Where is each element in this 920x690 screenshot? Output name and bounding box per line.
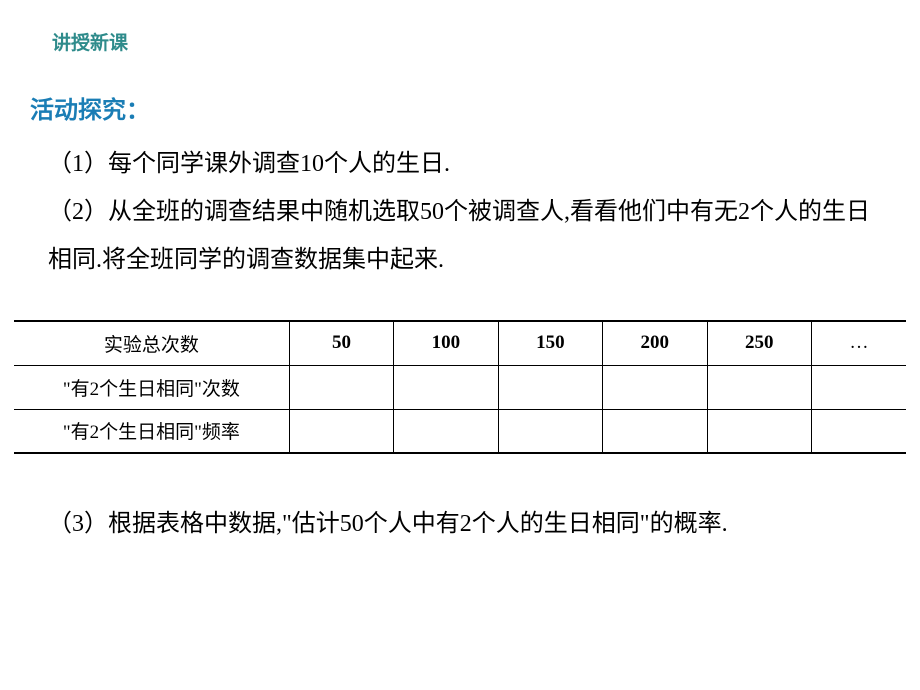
experiment-table: 实验总次数 50 100 150 200 250 … "有2个生日相同"次数 "…	[14, 320, 906, 454]
table-header-row: 实验总次数 50 100 150 200 250 …	[14, 321, 906, 365]
table-header-cell: 实验总次数	[14, 321, 289, 365]
section-title: 活动探究：	[30, 90, 150, 125]
table-header-cell: 100	[394, 321, 498, 365]
paragraph-2: （2）从全班的调查结果中随机选取50个被调查人,看看他们中有无2个人的生日相同.…	[48, 188, 878, 284]
table-cell	[498, 365, 602, 409]
table-cell	[498, 409, 602, 453]
paragraph-1: （1）每个同学课外调查10个人的生日.	[48, 140, 450, 188]
table-cell: "有2个生日相同"频率	[14, 409, 289, 453]
table-cell	[811, 409, 906, 453]
table-header-cell: 50	[289, 321, 393, 365]
table-cell	[289, 409, 393, 453]
table-cell	[603, 409, 707, 453]
table-cell	[707, 365, 811, 409]
table-cell	[603, 365, 707, 409]
lecture-header: 讲授新课	[52, 28, 128, 55]
table-header-cell: 200	[603, 321, 707, 365]
table-cell	[394, 409, 498, 453]
paragraph-3: （3）根据表格中数据,"估计50个人中有2个人的生日相同"的概率.	[48, 498, 878, 551]
table-cell: "有2个生日相同"次数	[14, 365, 289, 409]
table-header-cell: 250	[707, 321, 811, 365]
table-cell	[707, 409, 811, 453]
table-row: "有2个生日相同"次数	[14, 365, 906, 409]
table-row: "有2个生日相同"频率	[14, 409, 906, 453]
table-cell	[394, 365, 498, 409]
table-cell	[289, 365, 393, 409]
table-header-cell: 150	[498, 321, 602, 365]
table-cell	[811, 365, 906, 409]
table-header-cell: …	[811, 321, 906, 365]
